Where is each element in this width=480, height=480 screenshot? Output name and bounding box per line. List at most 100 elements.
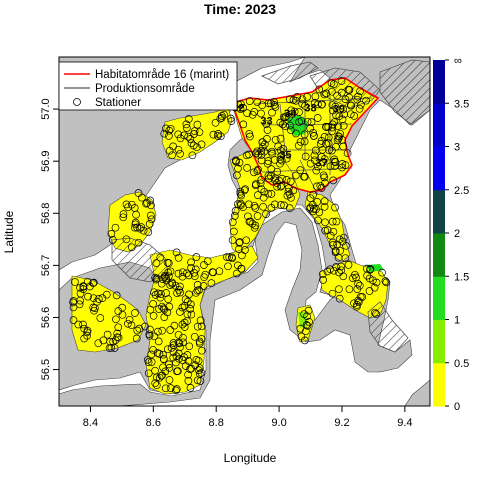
station-marker [166, 281, 175, 289]
station-marker [172, 358, 180, 367]
station-marker [355, 104, 364, 113]
station-marker [306, 203, 315, 212]
station-marker [242, 236, 251, 245]
station-marker [196, 364, 204, 373]
station-marker [94, 295, 103, 303]
station-marker [277, 201, 285, 209]
station-marker [149, 299, 157, 308]
station-marker [147, 201, 155, 210]
station-marker [186, 365, 194, 373]
station-marker [324, 133, 333, 142]
station-marker [244, 200, 253, 209]
station-marker [244, 212, 252, 221]
station-marker [277, 181, 286, 190]
production-area-label: 34 [284, 108, 297, 120]
station-marker [169, 353, 178, 362]
station-marker [315, 85, 324, 94]
station-marker [271, 135, 280, 144]
station-marker [154, 337, 163, 346]
station-marker [114, 323, 123, 332]
station-marker [184, 271, 193, 280]
station-marker [75, 300, 84, 309]
production-area-label: 37 [315, 157, 327, 169]
station-marker [246, 217, 255, 226]
station-marker [141, 322, 149, 331]
station-marker [180, 318, 189, 327]
station-marker [231, 207, 240, 215]
station-marker [335, 235, 344, 244]
station-marker [243, 109, 251, 117]
station-marker [176, 149, 184, 158]
station-marker [325, 146, 333, 154]
station-marker [156, 293, 165, 302]
station-marker [354, 92, 362, 101]
x-tick-label: 9.2 [334, 417, 349, 429]
station-marker [309, 207, 317, 216]
station-marker [127, 321, 136, 330]
station-marker [339, 272, 348, 281]
station-marker [268, 108, 276, 117]
station-marker [147, 358, 156, 366]
station-marker [267, 203, 276, 212]
station-marker [353, 302, 361, 311]
station-marker [298, 99, 307, 108]
x-axis: 8.4 8.6 8.8 9.0 9.2 9.4 [83, 406, 412, 429]
station-marker [302, 327, 310, 336]
station-marker [345, 93, 354, 102]
y-tick-label: 56.7 [40, 255, 52, 276]
station-marker [327, 79, 336, 88]
station-marker [280, 201, 288, 210]
station-marker [197, 140, 206, 149]
station-marker [168, 151, 176, 160]
station-marker [289, 186, 298, 195]
station-marker [190, 130, 198, 138]
station-marker [330, 162, 339, 170]
x-tick-label: 9.0 [271, 417, 286, 429]
station-marker [207, 279, 216, 287]
station-marker [144, 358, 153, 366]
station-marker [154, 327, 162, 336]
station-marker [96, 314, 105, 322]
station-marker [155, 350, 164, 358]
station-marker [254, 150, 263, 159]
station-marker [184, 357, 193, 365]
station-marker [125, 315, 134, 324]
station-marker [178, 320, 187, 329]
station-marker [262, 210, 270, 218]
station-marker [356, 292, 365, 301]
station-marker [174, 145, 183, 154]
station-markers [69, 77, 391, 395]
station-marker [306, 124, 315, 133]
station-marker [296, 137, 305, 146]
station-marker [307, 118, 316, 126]
color-scale-bin [433, 233, 445, 277]
station-marker [356, 87, 364, 96]
station-marker [175, 354, 183, 363]
station-marker [174, 253, 183, 262]
station-marker [201, 270, 210, 279]
station-marker [281, 122, 290, 131]
station-marker [98, 294, 107, 302]
station-marker [226, 114, 235, 123]
station-marker [285, 95, 294, 104]
color-scale-tick-label: 0 [454, 401, 460, 413]
plot-frame [58, 56, 431, 407]
station-marker [331, 203, 339, 212]
y-tick-label: 56.5 [40, 359, 52, 380]
station-marker [157, 290, 165, 298]
station-marker [263, 126, 272, 134]
station-marker [317, 137, 326, 145]
station-marker [147, 350, 156, 359]
station-marker [186, 300, 195, 309]
station-marker [331, 248, 340, 257]
station-marker [318, 100, 326, 109]
station-marker [328, 123, 337, 132]
station-marker [184, 370, 192, 379]
station-marker [353, 95, 362, 104]
station-marker [245, 150, 253, 159]
station-marker [186, 384, 195, 392]
station-marker [193, 281, 202, 289]
station-marker [328, 120, 337, 129]
station-marker [89, 303, 98, 312]
station-marker [197, 322, 206, 331]
